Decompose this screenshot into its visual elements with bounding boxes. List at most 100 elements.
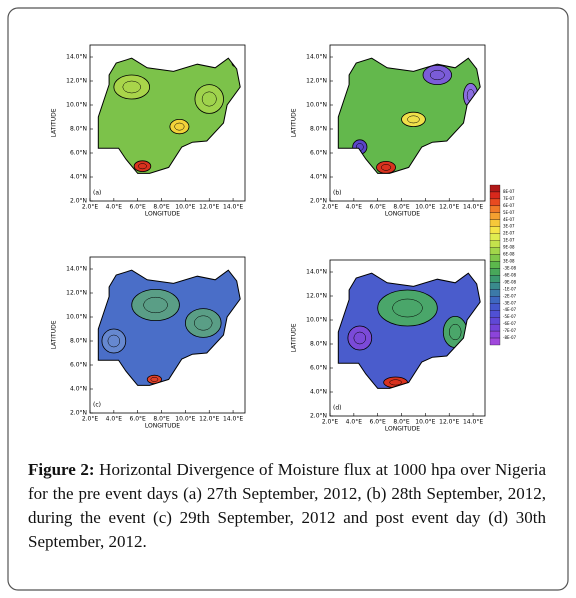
border <box>337 272 481 389</box>
x-tick-label: 10.0°E <box>175 416 195 423</box>
colorbar-label: 8E-07 <box>503 189 515 194</box>
y-tick-label: 6.0°N <box>70 150 87 157</box>
caption: Figure 2: Horizontal Divergence of Moist… <box>28 458 546 554</box>
y-tick-label: 12.0°N <box>306 78 327 85</box>
border <box>337 57 481 174</box>
contour-line <box>150 377 159 382</box>
y-tick-label: 10.0°N <box>66 102 87 109</box>
x-tick-label: 6.0°E <box>130 204 147 211</box>
contour-line <box>407 115 420 124</box>
colorbar-label: -3E-08 <box>503 265 517 270</box>
contour-area <box>347 325 373 351</box>
colorbar-label: 4E-07 <box>503 217 515 222</box>
colorbar-box <box>489 191 501 200</box>
contour-line <box>138 163 147 170</box>
colorbar-box <box>489 289 501 297</box>
region-fill <box>338 273 481 389</box>
x-tick-label: 14.0°E <box>223 204 243 211</box>
colorbar-box <box>489 247 501 255</box>
colorbar-box <box>489 303 501 311</box>
x-tick-label: 12.0°E <box>439 419 459 426</box>
x-tick-label: 4.0°E <box>106 416 123 423</box>
colorbar-box <box>489 323 501 332</box>
panel-label: (b) <box>333 190 342 197</box>
x-tick-label: 2.0°E <box>82 416 99 423</box>
colorbar-box <box>489 212 501 220</box>
x-tick-label: 6.0°E <box>130 416 147 423</box>
contour-line <box>194 315 213 331</box>
y-tick-label: 2.0°N <box>70 410 87 417</box>
contour-area <box>184 308 222 338</box>
colorbar-label: -8E-07 <box>503 335 517 340</box>
colorbar-box <box>489 268 501 276</box>
x-tick-label: 6.0°E <box>370 419 387 426</box>
contour-line <box>107 334 121 348</box>
contour-line <box>143 296 168 314</box>
y-tick-label: 4.0°N <box>70 386 87 393</box>
x-tick-label: 2.0°E <box>82 204 99 211</box>
y-tick-label: 10.0°N <box>66 314 87 321</box>
x-tick-label: 4.0°E <box>346 204 363 211</box>
x-axis-label: LONGITUDE <box>385 426 420 433</box>
colorbar-label: -4E-07 <box>503 307 517 312</box>
y-axis-label: LATITUDE <box>51 320 58 349</box>
contour-area <box>169 119 190 135</box>
y-tick-label: 12.0°N <box>66 78 87 85</box>
colorbar-label: -2E-07 <box>503 293 517 298</box>
y-tick-label: 4.0°N <box>310 389 327 396</box>
colorbar-label: -6E-08 <box>503 272 517 277</box>
contour-area <box>194 84 224 114</box>
colorbar-label: 3E-07 <box>503 224 515 229</box>
x-tick-label: 10.0°E <box>175 204 195 211</box>
map-panel: 2.0°E 4.0°E 6.0°E 8.0°E 10.0°E 12.0°E 14.0°E 2.… <box>291 259 486 433</box>
contour-area <box>376 160 396 174</box>
contour-line <box>429 69 445 81</box>
colorbar-box <box>489 317 501 325</box>
colorbar-label: -5E-07 <box>503 314 517 319</box>
colorbar-label: -1E-07 <box>503 286 517 291</box>
colorbar-box <box>489 275 501 283</box>
map-panel: 2.0°E 4.0°E 6.0°E 8.0°E 10.0°E 12.0°E 14.0°E 2.… <box>291 44 486 218</box>
colorbar-box <box>489 226 501 234</box>
y-tick-label: 8.0°N <box>70 126 87 133</box>
map-panel: 2.0°E 4.0°E 6.0°E 8.0°E 10.0°E 12.0°E 14.0°E 2.… <box>51 256 246 430</box>
colorbar-box <box>489 310 501 318</box>
y-tick-label: 14.0°N <box>66 54 87 61</box>
x-tick-label: 10.0°E <box>415 419 435 426</box>
x-tick-label: 8.0°E <box>393 419 410 426</box>
x-tick-label: 10.0°E <box>415 204 435 211</box>
colorbar-label: -9E-08 <box>503 279 517 284</box>
panel-label: (c) <box>93 402 101 409</box>
colorbar-box <box>489 233 501 241</box>
y-tick-label: 4.0°N <box>310 174 327 181</box>
x-axis-label: LONGITUDE <box>145 211 180 218</box>
contours <box>352 65 479 174</box>
caption-text: Horizontal Divergence of Moisture flux a… <box>28 460 546 551</box>
x-tick-label: 14.0°E <box>463 204 483 211</box>
contour-area <box>131 288 180 321</box>
colorbar-box <box>489 254 501 262</box>
y-axis-label: LATITUDE <box>51 108 58 137</box>
contour-area <box>113 74 151 100</box>
contour-line <box>174 122 185 131</box>
border <box>97 269 241 386</box>
colorbar-box <box>489 219 501 227</box>
x-tick-label: 8.0°E <box>393 204 410 211</box>
contours <box>101 288 222 384</box>
contour-line <box>381 164 392 171</box>
colorbar-box <box>489 240 501 248</box>
colorbar-label: -7E-07 <box>503 328 517 333</box>
contour-line <box>122 80 141 94</box>
contour-line <box>353 331 367 345</box>
colorbar-box <box>489 205 501 213</box>
y-tick-label: 8.0°N <box>310 126 327 133</box>
border <box>97 57 241 174</box>
contour-area <box>401 111 426 128</box>
colorbar-label: -6E-07 <box>503 321 517 326</box>
y-tick-label: 10.0°N <box>306 317 327 324</box>
y-tick-label: 6.0°N <box>310 365 327 372</box>
y-tick-label: 8.0°N <box>70 338 87 345</box>
contour-area <box>101 328 127 354</box>
y-tick-label: 14.0°N <box>306 269 327 276</box>
